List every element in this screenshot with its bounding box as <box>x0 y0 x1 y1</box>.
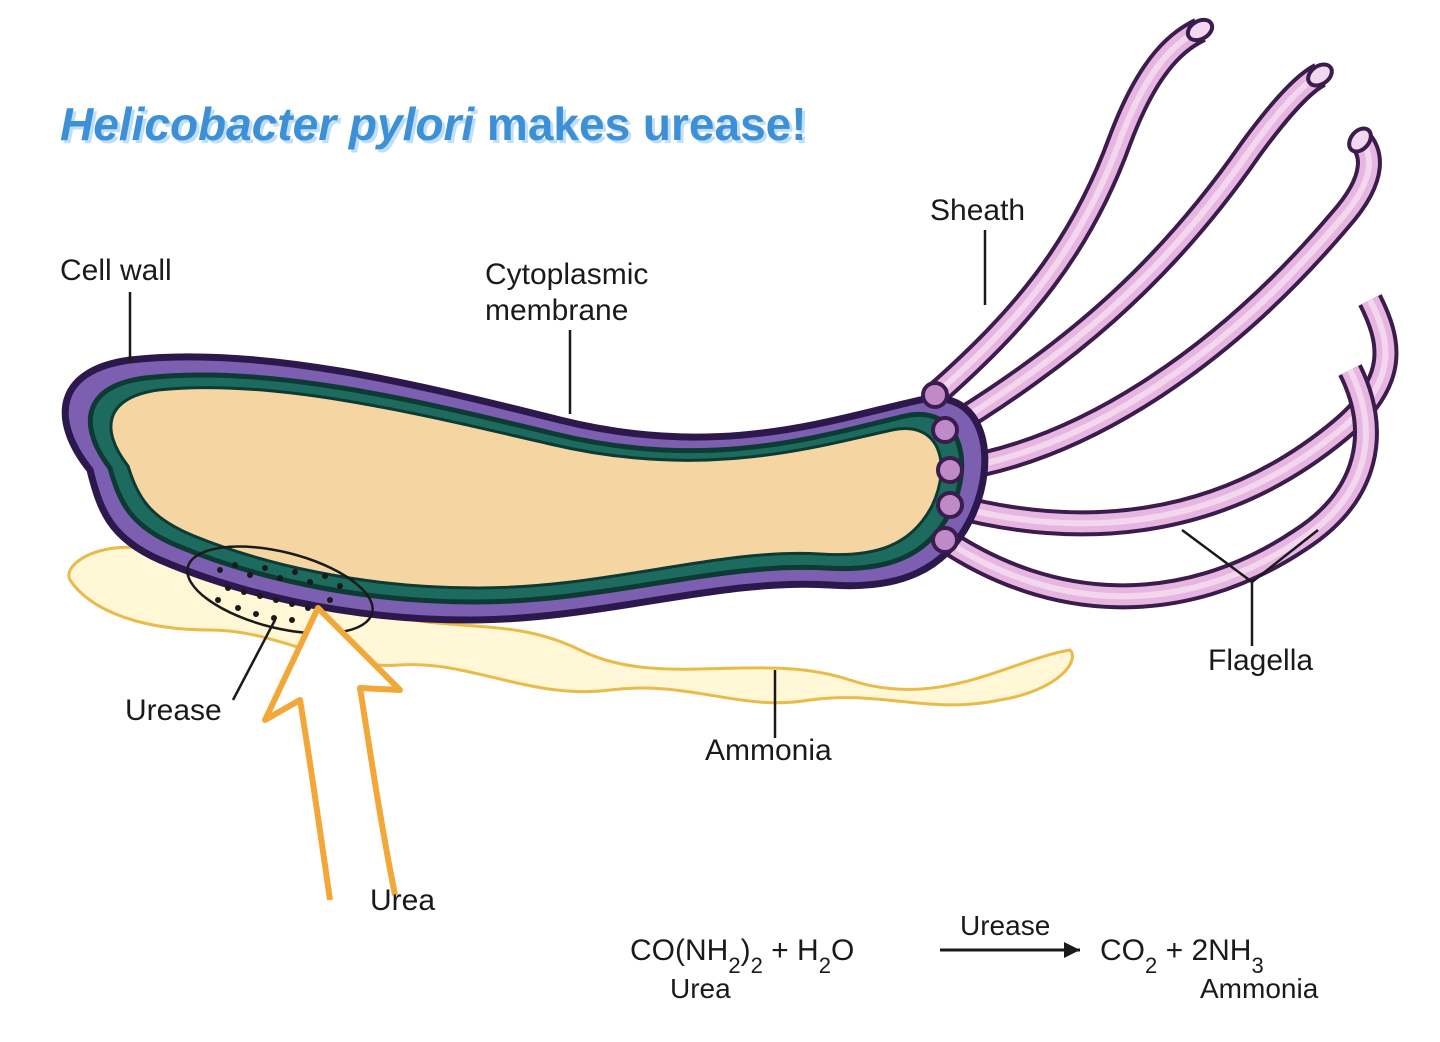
eq-plus1: + <box>763 934 797 967</box>
label-ammonia: Ammonia <box>705 734 832 767</box>
eq-plus2: + <box>1157 934 1191 967</box>
label-cyto-membrane-2: membrane <box>485 294 628 327</box>
label-urea: Urea <box>370 884 435 917</box>
label-cyto-membrane-1: Cytoplasmic <box>485 258 648 291</box>
eq-r1-a: CO(NH <box>630 934 728 967</box>
flagella-group <box>935 16 1385 597</box>
eq-r2-e: O <box>831 934 854 967</box>
label-cell-wall: Cell wall <box>60 254 172 287</box>
title-italic: Helicobacter pylori <box>60 98 475 150</box>
hpylori-diagram: Helicobacter pylori makes urease! Helico… <box>0 0 1440 1042</box>
eq-r2-a: H <box>797 934 819 967</box>
eq-under-ammonia: Ammonia <box>1200 973 1319 1004</box>
svg-text:CO(NH2)2 + H2O: CO(NH2)2 + H2O <box>630 934 854 978</box>
svg-text:CO2 + 2NH3: CO2 + 2NH3 <box>1100 934 1264 978</box>
svg-text:Helicobacter pylori makes urea: Helicobacter pylori makes urease! <box>60 98 807 150</box>
eq-p1-a: CO <box>1100 934 1145 967</box>
eq-urease-label: Urease <box>960 910 1050 941</box>
eq-r1-m: ) <box>741 934 751 967</box>
label-sheath: Sheath <box>930 194 1025 227</box>
eq-p1-s: 2 <box>1145 953 1157 978</box>
eq-r2-s: 2 <box>819 953 831 978</box>
label-urease: Urease <box>125 694 222 727</box>
eq-under-urea: Urea <box>670 973 731 1004</box>
eq-r1-s2: 2 <box>751 953 763 978</box>
title-regular: makes urease! <box>474 98 806 150</box>
equation: CO(NH2)2 + H2O Urease CO2 + 2NH3 Urea Am… <box>630 910 1319 1004</box>
label-flagella: Flagella <box>1208 644 1313 677</box>
eq-p2-a: 2NH <box>1191 934 1251 967</box>
title: Helicobacter pylori makes urease! Helico… <box>60 98 810 153</box>
